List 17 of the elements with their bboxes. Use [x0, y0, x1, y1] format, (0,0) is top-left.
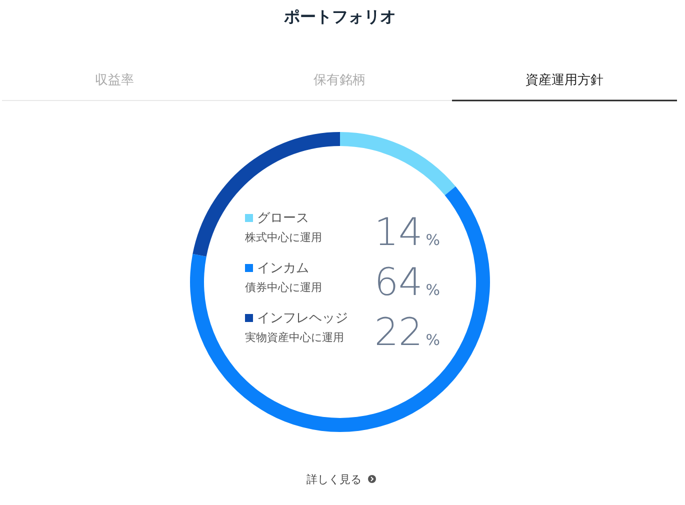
donut-slice [190, 186, 490, 432]
donut-slice [340, 132, 456, 196]
text: 収益率 [95, 72, 134, 88]
data-label: 64% [374, 260, 440, 304]
chart-title: ポートフォリオ [283, 7, 396, 26]
text: 資産運用方針 [526, 72, 604, 88]
data-label: 14% [374, 210, 440, 254]
text: 実物資産中心に運用 [245, 331, 344, 344]
legend-label: グロース [257, 211, 309, 226]
text: 債券中心に運用 [245, 281, 322, 294]
text: 保有銘柄 [314, 73, 366, 88]
data-label: 22% [374, 310, 440, 354]
text: 株式中心に運用 [244, 231, 322, 244]
legend-label: インフレヘッジ [257, 311, 348, 326]
text: 詳しく見る [306, 473, 362, 486]
legend-label: インカム [257, 261, 309, 276]
donut-slice [192, 132, 340, 257]
